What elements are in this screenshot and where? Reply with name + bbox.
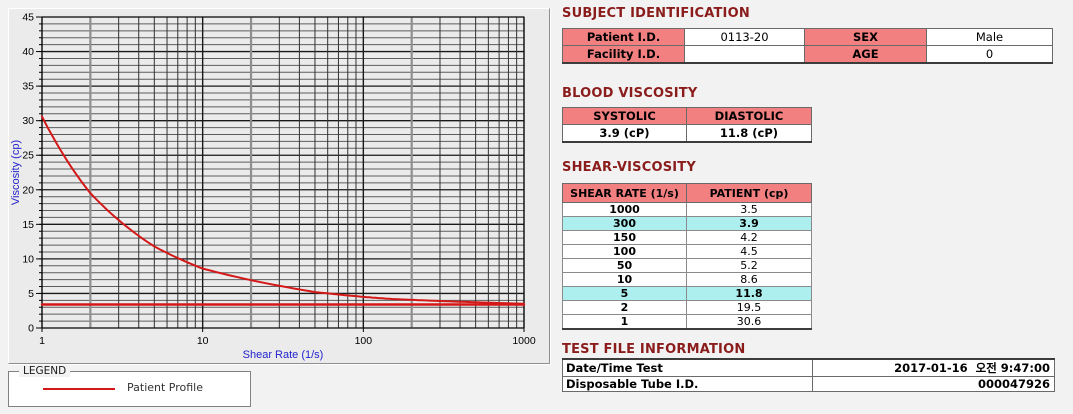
table-row: 10 8.6 [562, 272, 812, 287]
viscosity-chart: 0 5 10 15 20 25 30 35 40 45 1 10 100 1000 Shear Rate (… [8, 8, 550, 364]
axis-tick-label: 15 [22, 219, 34, 231]
table-row: Patient I.D. 0113-20 SEX Male [562, 28, 1053, 46]
sex-label: SEX [804, 28, 927, 46]
axis-tick-label: 25 [22, 150, 34, 162]
patient-value-cell: 4.5 [686, 244, 812, 259]
axis-tick-label: 30 [22, 115, 34, 127]
axis-tick-label: 1 [39, 335, 45, 347]
age-label: AGE [804, 45, 927, 64]
diastolic-header: DIASTOLIC [686, 107, 812, 125]
table-row: 3.9 (cP) 11.8 (cP) [562, 124, 812, 143]
table-row: Facility I.D. AGE 0 [562, 45, 1053, 64]
y-axis-title: Viscosity (cp) [10, 140, 22, 205]
table-row: SHEAR RATE (1/s) PATIENT (cp) [562, 183, 812, 203]
systolic-value: 3.9 (cP) [562, 124, 687, 143]
axis-tick-label: 40 [22, 46, 34, 58]
systolic-header: SYSTOLIC [562, 107, 687, 125]
axis-tick-label: 10 [197, 335, 209, 347]
axis-tick-label: 1000 [512, 335, 536, 347]
table-row-highlighted: 300 3.9 [562, 216, 812, 231]
patient-value-cell: 5.2 [686, 258, 812, 273]
date-time-test-value: 2017-01-16 오전 9:47:00 [812, 358, 1055, 377]
shear-rate-cell: 10 [562, 272, 687, 287]
table-row: 50 5.2 [562, 258, 812, 273]
facility-id-label: Facility I.D. [562, 45, 685, 64]
test-file-information-table: Date/Time Test 2017-01-16 오전 9:47:00 Dis… [562, 358, 1055, 392]
table-row: Disposable Tube I.D. 000047926 [562, 376, 1055, 392]
viscosity-plot-svg: 0 5 10 15 20 25 30 35 40 45 1 10 100 1000 Shear Rate (… [10, 12, 536, 362]
patient-value-cell: 3.5 [686, 202, 812, 217]
sex-value: Male [926, 28, 1053, 46]
table-row-highlighted: 5 11.8 [562, 286, 812, 301]
shear-rate-cell: 100 [562, 244, 687, 259]
axis-tick-label: 5 [28, 288, 34, 300]
patient-id-value: 0113-20 [684, 28, 805, 46]
disposable-tube-id-label: Disposable Tube I.D. [562, 376, 813, 392]
axis-tick-label: 10 [22, 253, 34, 265]
shear-rate-cell: 50 [562, 258, 687, 273]
disposable-tube-id-value: 000047926 [812, 376, 1055, 392]
patient-value-cell: 19.5 [686, 300, 812, 315]
shear-rate-cell: 5 [562, 286, 687, 301]
report-panel: SUBJECT IDENTIFICATION Patient I.D. 0113… [560, 0, 1060, 414]
subject-identification-table: Patient I.D. 0113-20 SEX Male Facility I… [562, 28, 1053, 64]
x-axis-title: Shear Rate (1/s) [243, 349, 324, 361]
table-row: 1 30.6 [562, 314, 812, 330]
subject-identification-title: SUBJECT IDENTIFICATION [562, 6, 750, 21]
table-row: 2 19.5 [562, 300, 812, 315]
diastolic-value: 11.8 (cP) [686, 124, 812, 143]
table-row: Date/Time Test 2017-01-16 오전 9:47:00 [562, 358, 1055, 377]
shear-viscosity-table: SHEAR RATE (1/s) PATIENT (cp) 1000 3.5 30… [562, 183, 812, 330]
age-value: 0 [926, 45, 1053, 64]
series-patient-profile [41, 115, 525, 305]
axis-tick-label: 45 [22, 12, 34, 24]
test-file-information-title: TEST FILE INFORMATION [562, 342, 746, 357]
blood-viscosity-title: BLOOD VISCOSITY [562, 86, 698, 101]
patient-id-label: Patient I.D. [562, 28, 685, 46]
shear-rate-cell: 150 [562, 230, 687, 245]
axis-tick-label: 20 [22, 184, 34, 196]
table-row: 100 4.5 [562, 244, 812, 259]
axis-tick-label: 100 [355, 335, 373, 347]
shear-rate-cell: 300 [562, 216, 687, 231]
patient-value-cell: 4.2 [686, 230, 812, 245]
shear-rate-cell: 2 [562, 300, 687, 315]
table-row: 1000 3.5 [562, 202, 812, 217]
shear-rate-cell: 1 [562, 314, 687, 330]
shear-viscosity-title: SHEAR-VISCOSITY [562, 160, 696, 175]
patient-value-cell: 8.6 [686, 272, 812, 287]
axis-tick-label: 35 [22, 81, 34, 93]
plot-border [41, 16, 525, 329]
date-time-test-label: Date/Time Test [562, 358, 813, 377]
patient-value-cell: 3.9 [686, 216, 812, 231]
table-row: 150 4.2 [562, 230, 812, 245]
legend-title: LEGEND [19, 365, 71, 377]
shear-rate-cell: 1000 [562, 202, 687, 217]
patient-value-cell: 11.8 [686, 286, 812, 301]
legend-series-line-icon [43, 388, 115, 390]
chart-legend: LEGEND Patient Profile [8, 365, 251, 407]
axis-tick-label: 0 [28, 323, 34, 335]
patient-header: PATIENT (cp) [686, 183, 812, 203]
blood-viscosity-table: SYSTOLIC DIASTOLIC 3.9 (cP) 11.8 (cP) [562, 107, 812, 143]
facility-id-value [684, 45, 805, 64]
shear-rate-header: SHEAR RATE (1/s) [562, 183, 687, 203]
table-row: SYSTOLIC DIASTOLIC [562, 107, 812, 125]
legend-series-label: Patient Profile [127, 381, 204, 394]
patient-value-cell: 30.6 [686, 314, 812, 330]
